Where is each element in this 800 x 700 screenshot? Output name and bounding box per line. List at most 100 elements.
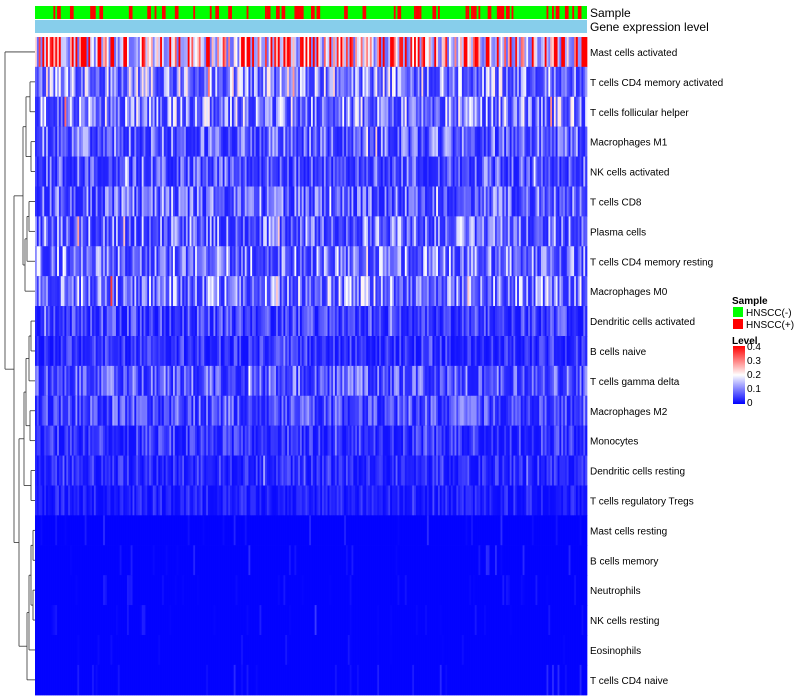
heatmap-cell [112,126,115,158]
heatmap-cell [274,246,277,277]
heatmap-cell [329,156,332,187]
heatmap-cell [224,455,227,486]
heatmap-cell [99,365,102,397]
heatmap-cell [246,96,249,128]
heatmap-cell [38,485,41,516]
heatmap-cell [526,306,529,337]
heatmap-cell [450,156,454,187]
heatmap-cell [206,246,209,277]
heatmap-cell [469,96,472,128]
heatmap-cell [489,276,492,307]
heatmap-cell [535,365,538,397]
heatmap-cell [279,485,282,516]
heatmap-cell [53,515,56,546]
heatmap-cell [449,246,452,277]
heatmap-cell [368,156,371,187]
heatmap-cell [524,186,527,217]
heatmap-cell [495,216,498,247]
heatmap-cell [287,455,290,486]
heatmap-cell [357,455,360,486]
heatmap-cell [482,246,485,277]
heatmap-cell [196,37,200,68]
heatmap-cell [265,96,268,128]
heatmap-cell [307,37,310,68]
heatmap-cell [483,66,487,98]
heatmap-cell [265,37,268,68]
heatmap-cell [483,126,487,158]
heatmap-cell [263,96,266,128]
heatmap-cell [57,395,60,427]
heatmap-cell [542,126,546,158]
heatmap-cell [176,156,179,187]
heatmap-cell [401,395,404,427]
heatmap-cell [347,276,350,307]
heatmap-cell [368,126,371,158]
heatmap-cell [322,96,325,128]
heatmap-cell [345,66,349,98]
heatmap-cell [495,37,498,68]
heatmap-cell [250,66,253,98]
heatmap-cell [55,455,58,486]
heatmap-cell [314,66,317,98]
heatmap-cell [121,186,124,217]
heatmap-cell [518,246,522,277]
heatmap-cell [415,186,419,217]
heatmap-cell [180,216,183,247]
heatmap-cell [285,246,288,277]
heatmap-cell [404,425,408,457]
heatmap-cell [577,156,580,187]
heatmap-cell [316,246,319,277]
heatmap-cell [285,306,288,337]
heatmap-cell [128,306,132,337]
heatmap-cell [434,336,437,367]
heatmap-cell [88,515,91,546]
heatmap-cell [333,96,336,128]
heatmap-cell [173,455,176,486]
heatmap-cell [196,96,200,128]
heatmap-cell [274,365,277,397]
heatmap-cell [90,276,93,307]
heatmap-cell [248,66,251,98]
heatmap-cell [283,216,286,247]
heatmap-cell [552,186,555,217]
heatmap-cell [196,455,200,486]
heatmap-cell [296,276,299,307]
heatmap-cell [64,37,67,68]
heatmap-cell [570,246,573,277]
heatmap-cell [161,336,165,367]
heatmap-cell [403,66,406,98]
heatmap-cell [561,306,564,337]
heatmap-cell [257,156,260,187]
heatmap-cell [141,126,144,158]
heatmap-cell [548,246,551,277]
heatmap-cell [436,246,439,277]
heatmap-cell [191,455,194,486]
heatmap-cell [283,485,286,516]
heatmap-cell [443,306,446,337]
heatmap-cell [279,156,282,187]
heatmap-cell [44,126,47,158]
heatmap-cell [112,395,115,427]
heatmap-cell [233,276,236,307]
heatmap-cell [553,66,557,98]
heatmap-cell [185,37,189,68]
heatmap-cell [226,306,229,337]
heatmap-cell [143,156,146,187]
heatmap-cell [303,126,306,158]
heatmap-cell [377,96,380,128]
heatmap-cell [513,216,516,247]
heatmap-cell [121,216,124,247]
heatmap-cell [541,395,544,427]
heatmap-cell [283,455,286,486]
heatmap-cell [476,306,479,337]
heatmap-cell [388,276,391,307]
heatmap-cell [53,156,56,187]
heatmap-cell [362,276,365,307]
heatmap-cell [81,425,84,457]
heatmap-cell [283,126,286,158]
heatmap-cell [467,276,470,307]
heatmap-cell [570,156,573,187]
heatmap-cell [375,246,378,277]
heatmap-cell [237,126,240,158]
heatmap-cell [493,485,496,516]
